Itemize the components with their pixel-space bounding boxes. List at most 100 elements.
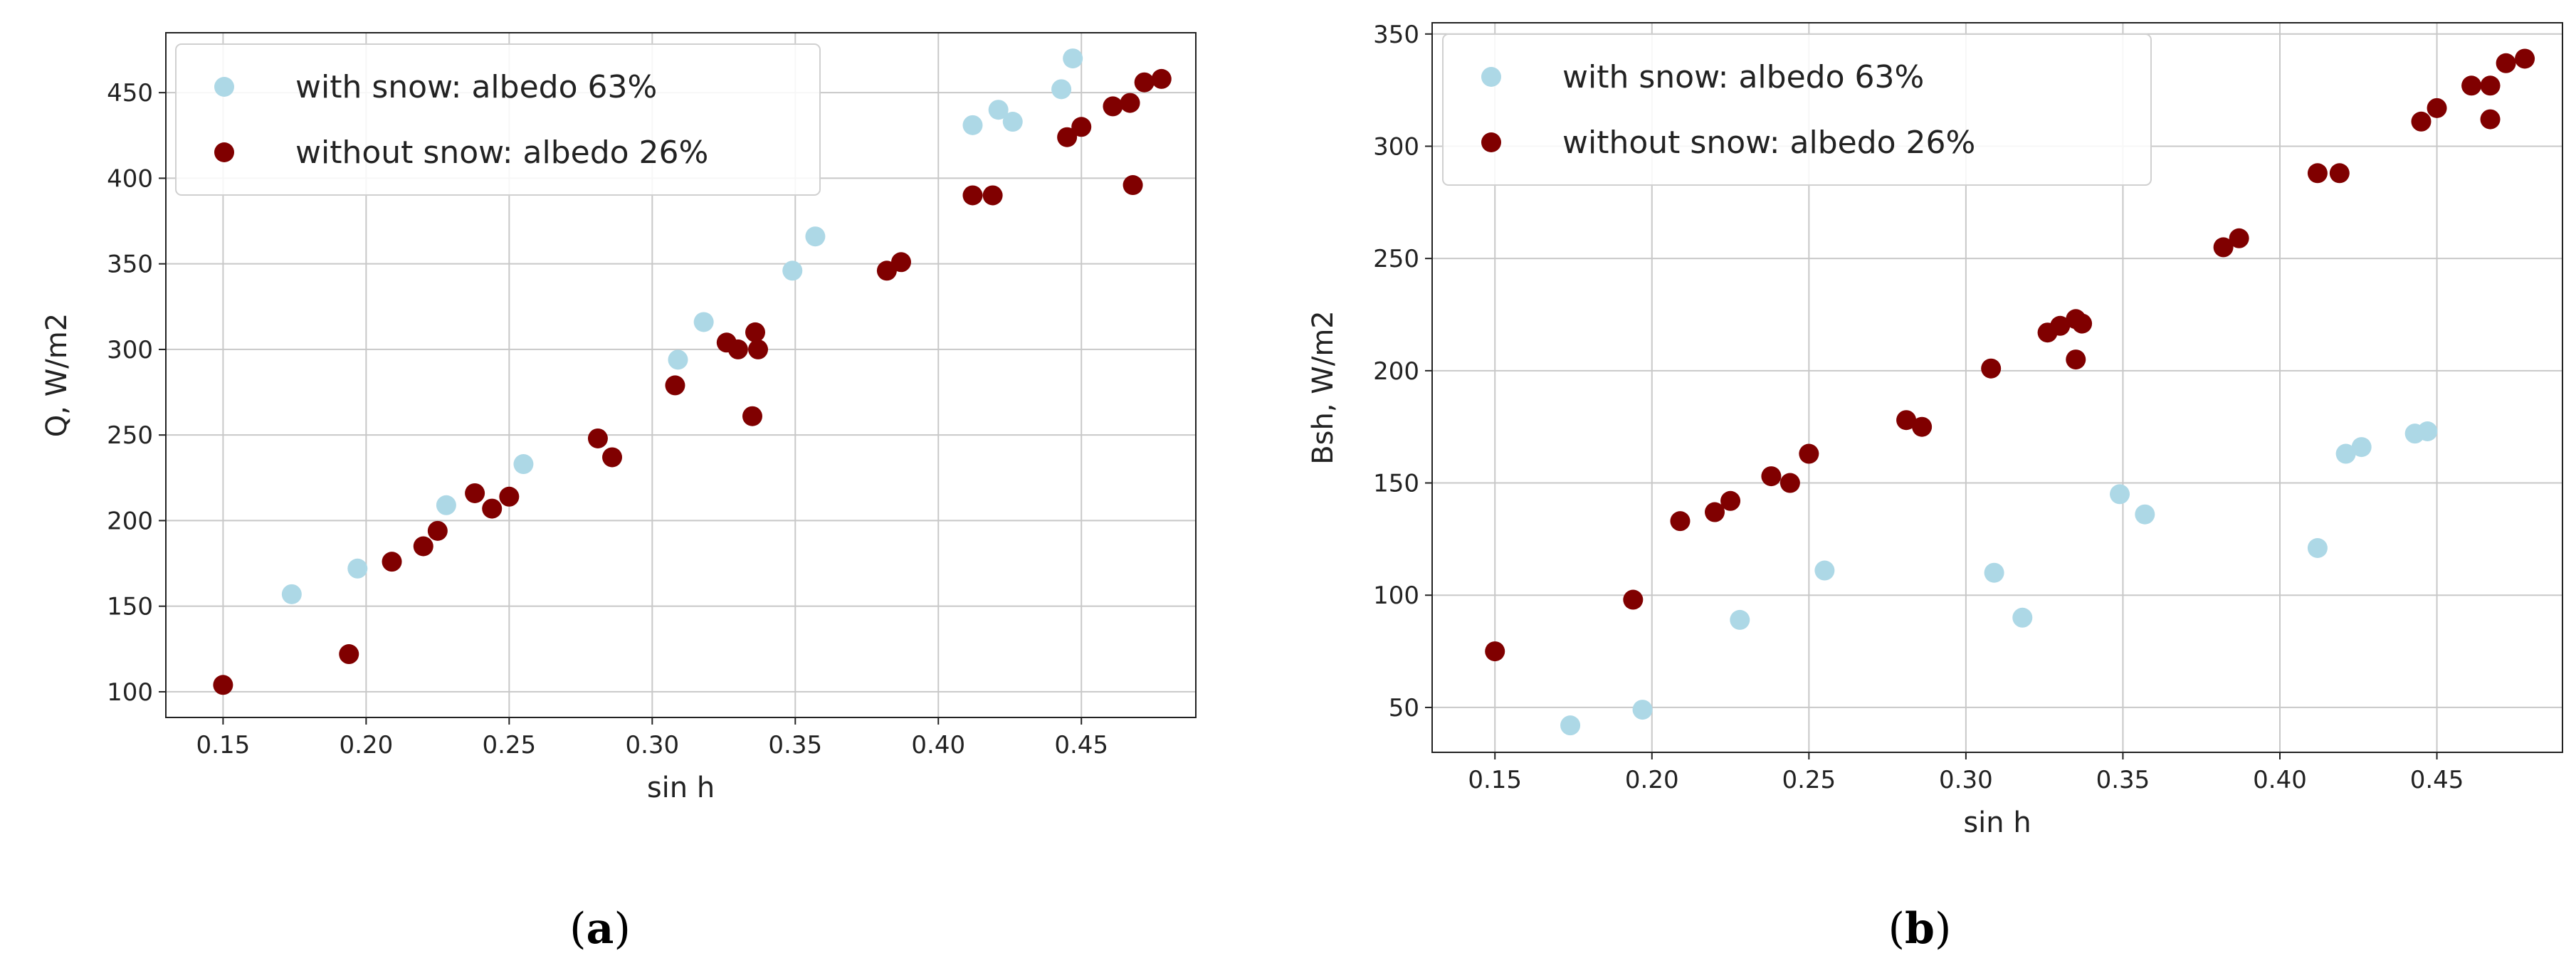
data-point [982,185,1003,206]
data-point [382,552,402,572]
data-point [1485,641,1505,662]
panel-a-frame [165,32,1197,718]
data-point [602,447,623,468]
data-point [2411,111,2432,132]
legend-box [1442,33,2152,186]
x-tick-label: 0.20 [1625,766,1679,794]
data-point [668,349,688,370]
x-tick-label: 0.25 [482,731,536,759]
data-point [465,483,485,503]
panel-b-frame [1431,22,2563,753]
y-tick-label: 50 [1389,694,1419,722]
y-tick-label: 200 [107,507,153,535]
data-point [693,312,714,332]
panel-b-y-axis-label: Bsh, W/m2 [1307,310,1340,465]
panel-b-label-letter: b [1905,904,1935,954]
x-tick-label: 0.30 [1939,766,1993,794]
data-point [2427,98,2447,118]
legend-box [175,43,821,196]
data-point [1779,473,1800,493]
data-point [1670,511,1691,532]
legend-entry-label: with snow: albedo 63% [295,69,657,105]
series-without-snow [1485,48,2535,662]
data-point [1051,79,1072,100]
x-tick-label: 0.15 [1468,766,1522,794]
panel-b-label: (b) [1888,904,1952,954]
panel-b-legend: with snow: albedo 63% without snow: albed… [1442,33,2152,186]
data-point [2417,421,2438,441]
data-point [2135,504,2155,525]
data-point [748,339,769,359]
panel-b-x-ticks: 0.15 0.20 0.25 0.30 0.35 0.40 0.45 [1468,752,2464,794]
panel-b-x-axis-label: sin h [1963,806,2031,839]
y-tick-label: 350 [1373,21,1419,49]
data-point [2496,53,2516,73]
data-point [2351,437,2372,458]
x-tick-label: 0.40 [911,731,965,759]
data-point [1814,560,1835,581]
series-with-snow [281,48,1083,604]
panel-a-legend: with snow: albedo 63% without snow: albed… [175,43,821,196]
data-point [1912,416,1933,437]
x-tick-label: 0.35 [768,731,822,759]
y-tick-label: 350 [107,251,153,279]
panel-a-y-axis-label: Q, W/m2 [41,313,73,437]
data-point [782,261,803,281]
series-without-snow [213,68,1172,695]
y-tick-label: 400 [107,164,153,193]
y-tick-label: 300 [107,336,153,364]
data-point [1071,117,1092,137]
legend-entry-label: without snow: albedo 26% [1562,125,1975,161]
data-point [665,375,685,396]
data-point [1730,609,1750,630]
data-point [213,675,233,695]
panel-a-label-letter: a [587,904,614,954]
data-point [1705,502,1725,522]
panel-a-points [213,48,1172,695]
y-tick-label: 250 [1373,245,1419,273]
data-point [1761,466,1782,487]
series-with-snow [1560,421,2438,736]
data-point [1984,562,2004,583]
data-point [890,252,911,273]
data-point [2213,237,2234,258]
data-point [2335,443,2356,464]
data-point [413,536,433,557]
data-point [587,428,608,448]
x-tick-label: 0.45 [1054,731,1108,759]
y-tick-label: 100 [107,678,153,707]
data-point [1623,589,1644,610]
panel-a-y-ticks: 100 150 200 250 300 350 400 450 [107,79,166,707]
y-tick-label: 150 [1373,470,1419,498]
data-point [742,406,762,426]
data-point [2307,163,2328,184]
legend-marker [214,142,234,162]
legend-entry-label: with snow: albedo 63% [1562,59,1924,95]
panel-b-label-close: ) [1935,904,1951,954]
data-point [2480,109,2501,130]
data-point [1063,48,1083,69]
x-tick-label: 0.40 [2253,766,2307,794]
x-tick-label: 0.15 [196,731,251,759]
x-tick-label: 0.25 [1782,766,1836,794]
data-point [2066,349,2086,370]
data-point [2012,607,2033,628]
data-point [339,644,359,665]
legend-marker [214,77,234,97]
data-point [347,558,368,579]
data-point [805,226,826,247]
panel-b-y-ticks: 50 100 150 200 250 300 350 [1373,21,1432,722]
y-tick-label: 450 [107,79,153,107]
data-point [499,486,520,507]
data-point [2461,75,2482,96]
data-point [727,339,748,359]
panel-a-x-ticks: 0.15 0.20 0.25 0.30 0.35 0.40 0.45 [196,717,1108,759]
panel-b-chart: 0.15 0.20 0.25 0.30 0.35 0.40 0.45 50 100 150 200… [1307,21,2563,954]
panel-b-label-open: ( [1888,904,1905,954]
data-point [1799,443,1819,464]
data-point [1720,490,1741,511]
panel-b-points [1485,48,2535,736]
data-point [988,100,1009,120]
data-point [962,115,983,135]
